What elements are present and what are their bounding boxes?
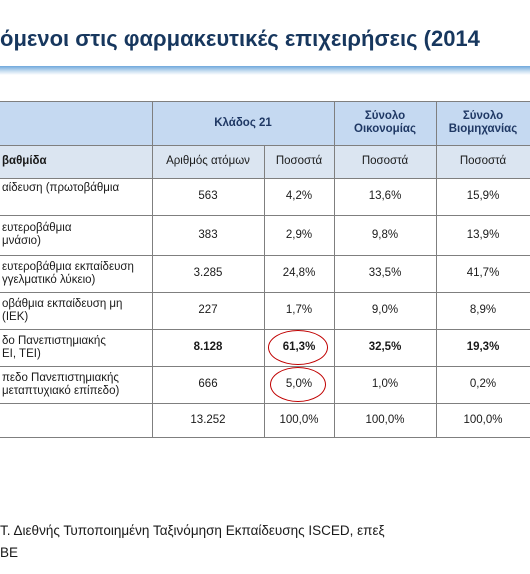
- cell-pct-economy: 32,5%: [368, 341, 402, 353]
- cell-pct-industry: 8,9%: [469, 304, 497, 316]
- cell-pct-industry: 13,9%: [466, 228, 500, 241]
- row-label-line: ΕΙ, ΤΕΙ): [2, 347, 41, 360]
- slide-title: όμενοι στις φαρμακευτικές επιχειρήσεις (…: [0, 26, 480, 51]
- cell-pct-industry: 15,9%: [466, 190, 500, 202]
- total-pct-sector: 100,0%: [279, 414, 319, 426]
- row-label: αίδευση (πρωτοβάθμια: [2, 178, 152, 215]
- total-pct-industry: 100,0%: [463, 414, 503, 426]
- grid-line: [0, 101, 530, 102]
- group-header-industry: Σύνολο Βιομηχανίας: [448, 110, 518, 135]
- row-label: δο Πανεπιστημιακής ΕΙ, ΤΕΙ): [2, 329, 152, 366]
- column-header-persons: Αριθμός ατόμων: [166, 155, 250, 167]
- column-header-pct-economy: Ποσοστά: [361, 155, 409, 167]
- row-label: οβάθμια εκπαίδευση μη (ΙΕΚ): [2, 292, 152, 329]
- total-persons: 13.252: [190, 414, 226, 426]
- cell-persons: 383: [198, 228, 218, 241]
- grid-line: [334, 101, 335, 438]
- cell-pct-industry: 0,2%: [469, 378, 497, 390]
- cell-persons: 3.285: [193, 267, 223, 279]
- cell-persons: 666: [198, 378, 218, 390]
- group-header-row: [0, 101, 530, 145]
- column-header-level: βαθμίδα: [2, 155, 47, 167]
- row-label-line: δο Πανεπιστημιακής: [2, 334, 106, 347]
- row-label-line: ευτεροβάθμια εκπαίδευση: [2, 260, 134, 273]
- cell-pct-sector: 4,2%: [285, 190, 313, 202]
- cell-pct-sector: 1,7%: [285, 304, 313, 316]
- group-header-sector: Κλάδος 21: [214, 116, 272, 129]
- footnote-line: ΒΕ: [0, 545, 19, 560]
- cell-persons: 563: [198, 190, 218, 202]
- cell-pct-economy: 13,6%: [368, 190, 402, 202]
- row-label-line: γγελματικό λύκειο): [2, 273, 96, 286]
- row-label-line: πεδο Πανεπιστημιακής: [2, 371, 119, 384]
- highlight-circle: [268, 330, 328, 365]
- grid-line: [0, 292, 530, 293]
- grid-line: [152, 101, 153, 438]
- grid-line: [0, 437, 530, 438]
- cell-pct-economy: 33,5%: [368, 267, 402, 279]
- cell-persons: 8.128: [193, 341, 223, 353]
- row-label-line: οβάθμια εκπαίδευση μη: [2, 297, 123, 310]
- column-header-row: [0, 145, 530, 178]
- source-footnote: Τ. Διεθνής Τυποποιημένη Ταξινόμηση Εκπαί…: [0, 520, 530, 564]
- column-header-pct-industry: Ποσοστά: [459, 155, 507, 167]
- cell-pct-economy: 9,0%: [371, 304, 399, 316]
- cell-persons: 227: [198, 304, 218, 316]
- education-table: Κλάδος 21 Σύνολο Οικονομίας Σύνολο Βιομη…: [0, 101, 530, 438]
- grid-line: [436, 101, 437, 438]
- grid-line: [0, 145, 530, 146]
- cell-pct-industry: 41,7%: [466, 267, 500, 279]
- grid-line: [0, 403, 530, 404]
- cell-pct-sector: 2,9%: [285, 228, 313, 241]
- row-label: πεδο Πανεπιστημιακής μεταπτυχιακό επίπεδο…: [2, 366, 152, 403]
- title-divider: [0, 66, 530, 75]
- grid-line: [0, 178, 530, 179]
- grid-line: [0, 366, 530, 367]
- highlight-circle: [270, 367, 326, 402]
- grid-line: [0, 255, 530, 256]
- row-label: ευτεροβάθμια μνάσιο): [2, 215, 152, 255]
- group-header-economy: Σύνολο Οικονομίας: [354, 110, 416, 135]
- cell-pct-economy: 1,0%: [371, 378, 399, 390]
- row-label-line: αίδευση (πρωτοβάθμια: [2, 182, 120, 194]
- row-label-line: μνάσιο): [2, 235, 41, 247]
- row-label: ευτεροβάθμια εκπαίδευση γγελματικό λύκειο…: [2, 255, 152, 292]
- cell-pct-industry: 19,3%: [466, 341, 500, 353]
- row-label-line: ευτεροβάθμια: [2, 222, 72, 234]
- footnote-line: Τ. Διεθνής Τυποποιημένη Ταξινόμηση Εκπαί…: [0, 523, 385, 538]
- grid-line: [264, 145, 265, 438]
- row-label-line: μεταπτυχιακό επίπεδο): [2, 384, 120, 397]
- grid-line: [0, 215, 530, 216]
- total-pct-economy: 100,0%: [365, 414, 405, 426]
- cell-pct-sector: 24,8%: [282, 267, 316, 279]
- row-label-line: (ΙΕΚ): [2, 310, 29, 323]
- cell-pct-economy: 9,8%: [371, 228, 399, 241]
- column-header-pct-sector: Ποσοστά: [275, 155, 323, 167]
- grid-line: [0, 329, 530, 330]
